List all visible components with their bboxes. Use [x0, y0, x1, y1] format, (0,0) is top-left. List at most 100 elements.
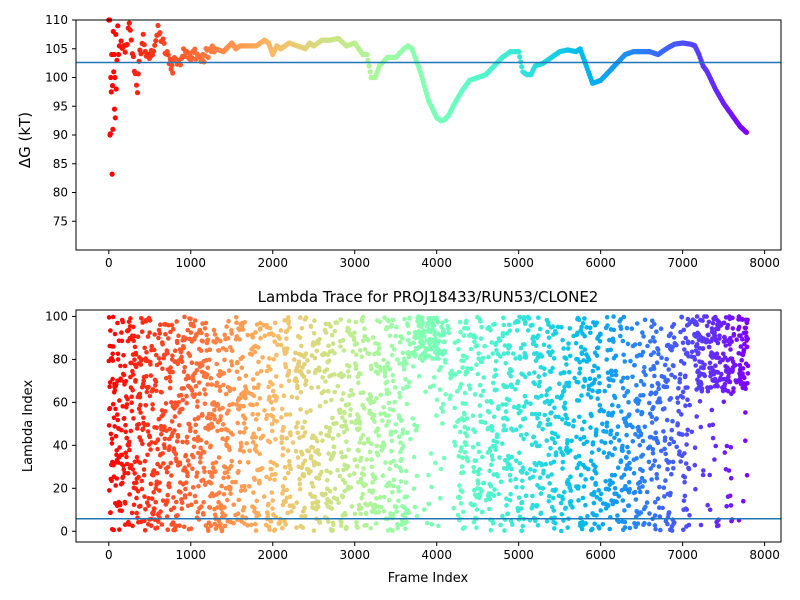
bottom-data-point — [577, 371, 582, 376]
bottom-data-point — [288, 432, 293, 438]
bottom-data-point — [226, 474, 231, 480]
bottom-data-point — [225, 435, 230, 441]
bottom-data-point — [391, 378, 396, 384]
bottom-data-point — [200, 321, 205, 326]
bottom-data-point — [169, 419, 175, 424]
bottom-data-point — [694, 414, 699, 419]
bottom-data-point — [205, 365, 211, 371]
bottom-data-point — [251, 385, 257, 391]
bottom-data-point — [544, 518, 550, 524]
bottom-data-point — [551, 459, 557, 465]
bottom-data-point — [349, 419, 354, 425]
bottom-data-point — [141, 467, 147, 472]
bottom-data-point — [284, 349, 289, 355]
bottom-data-point — [315, 385, 321, 390]
top-data-point — [130, 53, 136, 60]
bottom-data-point — [702, 373, 708, 379]
bottom-data-point — [387, 366, 393, 372]
bottom-data-point — [422, 334, 427, 339]
bottom-data-point — [167, 374, 172, 380]
bottom-data-point — [106, 423, 112, 428]
bottom-data-point — [722, 450, 728, 455]
bottom-data-point — [657, 484, 662, 490]
bottom-data-point — [627, 466, 633, 471]
bottom-data-point — [408, 436, 413, 442]
bottom-data-point — [616, 519, 621, 524]
bottom-data-point — [559, 393, 565, 398]
bottom-data-point — [639, 475, 645, 481]
bottom-data-point — [513, 356, 518, 361]
bottom-data-point — [279, 440, 284, 446]
bottom-data-point — [467, 386, 473, 392]
bottom-data-point — [137, 460, 143, 466]
bottom-data-point — [574, 434, 579, 440]
bottom-data-point — [517, 461, 523, 466]
bottom-data-point — [207, 469, 212, 475]
bottom-data-point — [638, 510, 644, 515]
top-data-point — [189, 55, 195, 61]
bottom-data-point — [534, 351, 539, 356]
bottom-data-point — [531, 339, 537, 344]
bottom-data-point — [192, 318, 198, 323]
bottom-data-point — [443, 318, 449, 324]
bottom-data-point — [224, 347, 229, 353]
bottom-data-point — [582, 333, 587, 339]
bottom-data-point — [157, 331, 163, 336]
bottom-data-point — [608, 347, 613, 353]
bottom-data-point — [564, 362, 569, 367]
bottom-data-point — [518, 315, 523, 320]
bottom-data-point — [610, 410, 616, 416]
bottom-data-point — [627, 525, 633, 531]
bottom-data-point — [500, 402, 505, 407]
bottom-data-point — [523, 374, 528, 380]
bottom-data-point — [619, 409, 624, 414]
bottom-data-point — [585, 514, 590, 519]
bottom-data-point — [367, 449, 373, 455]
bottom-data-point — [597, 339, 603, 344]
bottom-data-point — [664, 417, 670, 423]
bottom-data-point — [509, 368, 514, 374]
bottom-data-point — [209, 382, 215, 387]
bottom-data-point — [490, 457, 495, 462]
bottom-data-point — [498, 479, 504, 485]
bottom-data-point — [479, 324, 484, 330]
bottom-data-point — [521, 466, 526, 472]
bottom-data-point — [669, 471, 674, 477]
bottom-data-point — [740, 366, 746, 371]
bottom-data-point — [617, 438, 622, 443]
bottom-data-point — [138, 362, 144, 367]
bottom-data-point — [630, 424, 635, 430]
bottom-data-point — [372, 475, 378, 480]
bottom-data-point — [168, 460, 174, 466]
bottom-data-point — [492, 487, 497, 492]
bottom-data-point — [457, 495, 463, 501]
bottom-data-point — [296, 359, 302, 365]
bottom-data-point — [745, 371, 751, 376]
bottom-data-point — [254, 371, 260, 377]
bottom-data-point — [251, 431, 256, 437]
bottom-data-point — [180, 439, 185, 445]
bottom-data-point — [289, 394, 295, 400]
bottom-data-point — [726, 374, 731, 380]
bottom-data-point — [616, 403, 621, 409]
bottom-data-point — [217, 490, 222, 496]
bottom-data-point — [396, 488, 402, 494]
bottom-data-point — [297, 486, 303, 492]
bottom-y-tick-label: 80 — [53, 352, 68, 366]
bottom-data-point — [256, 426, 262, 432]
bottom-data-point — [195, 434, 201, 440]
bottom-data-point — [635, 408, 640, 414]
bottom-data-point — [188, 425, 193, 431]
bottom-data-point — [389, 449, 394, 454]
bottom-data-point — [687, 402, 692, 408]
bottom-data-point — [257, 481, 262, 486]
bottom-data-point — [721, 320, 727, 326]
bottom-data-point — [168, 378, 173, 384]
bottom-data-point — [524, 399, 529, 405]
bottom-data-point — [351, 471, 357, 476]
bottom-data-point — [208, 480, 214, 486]
bottom-data-point — [652, 321, 657, 327]
bottom-data-point — [475, 371, 481, 377]
bottom-data-point — [226, 408, 231, 414]
bottom-data-point — [310, 484, 316, 489]
